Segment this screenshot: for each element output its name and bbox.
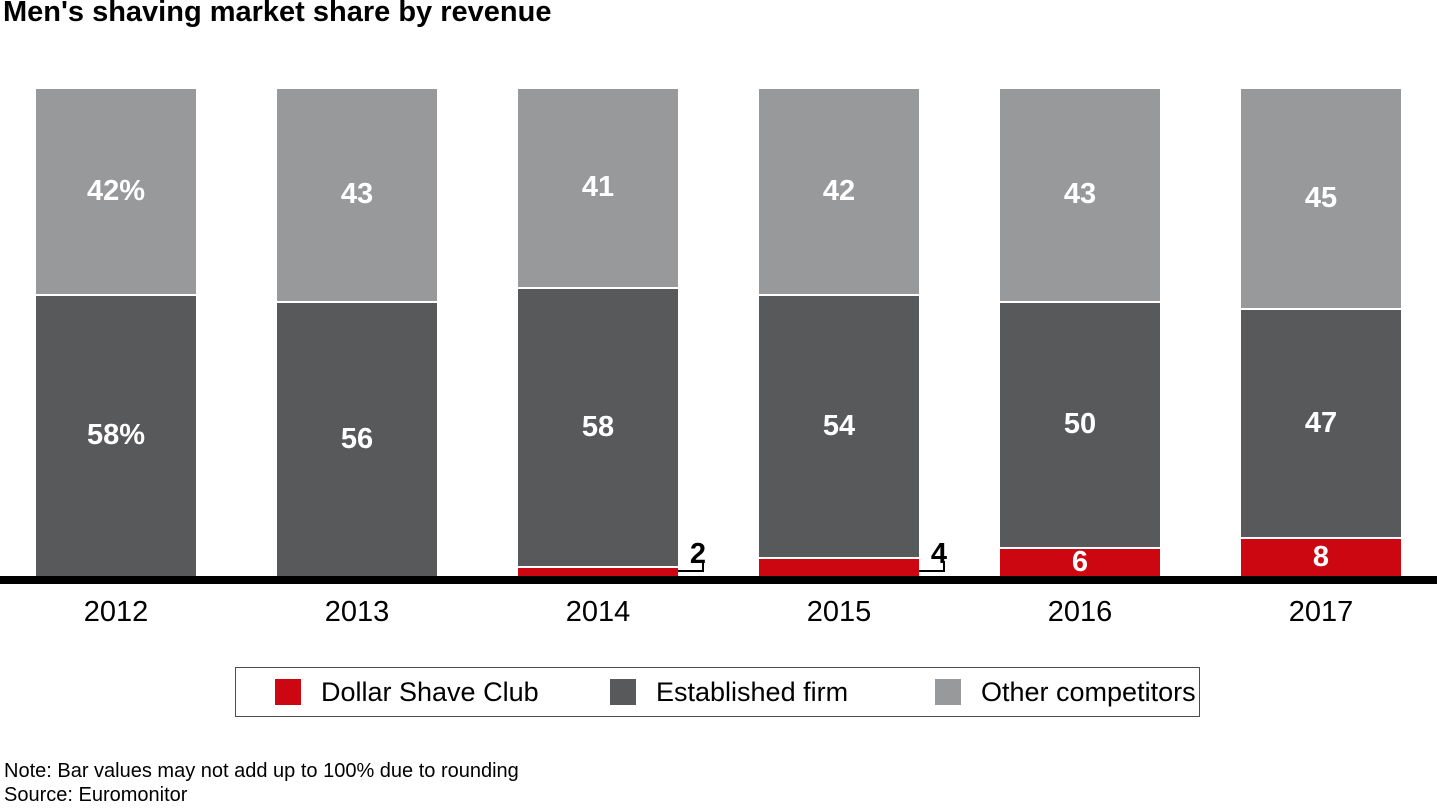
segment-est-2013: 56: [277, 300, 437, 576]
x-axis-label-2014: 2014: [565, 596, 631, 628]
bar-2013: 43 56: [277, 89, 437, 576]
segment-other-2014: 41: [518, 89, 678, 287]
legend: Dollar Shave Club Established firm Other c…: [235, 667, 1200, 717]
bar-2012: 42% 58%: [36, 89, 196, 576]
segment-est-2012: 58%: [36, 293, 196, 576]
source-text: Source: Euromonitor: [4, 784, 188, 806]
legend-item-est: Established firm: [610, 668, 848, 716]
bar-2016: 43 50 6: [1000, 89, 1160, 576]
callout-leader-line-2014: [662, 570, 704, 572]
segment-dsc-2014: [518, 566, 678, 576]
x-axis-label-2013: 2013: [324, 596, 390, 628]
x-axis-labels: 2012 2013 2014 2015 2016 2017: [0, 597, 1440, 637]
legend-label-other: Other competitors: [981, 676, 1196, 707]
segment-other-2012: 42%: [36, 89, 196, 294]
chart-title: Men's shaving market share by revenue: [3, 0, 552, 28]
legend-label-dsc: Dollar Shave Club: [321, 676, 539, 707]
segment-dsc-2016: 6: [1000, 546, 1160, 576]
segment-other-2015: 42: [759, 89, 919, 294]
legend-item-dsc: Dollar Shave Club: [275, 668, 539, 716]
footnotes: Note: Bar values may not add up to 100% …: [4, 759, 519, 807]
legend-swatch-other: [935, 679, 961, 705]
bar-2017: 45 47 8: [1241, 89, 1401, 577]
segment-est-2015: 54: [759, 293, 919, 557]
callout-leader-riser-2015: [943, 561, 945, 572]
legend-item-other: Other competitors: [935, 668, 1196, 716]
legend-swatch-est: [610, 679, 636, 705]
segment-other-2013: 43: [277, 89, 437, 301]
x-axis-label-2015: 2015: [806, 596, 872, 628]
segment-dsc-2017: 8: [1241, 537, 1401, 577]
callout-value-label-2014: 2: [689, 538, 706, 570]
x-axis-label-2016: 2016: [1047, 596, 1113, 628]
segment-est-2017: 47: [1241, 308, 1401, 538]
x-axis-line: [0, 576, 1437, 584]
x-axis-label-2012: 2012: [83, 596, 149, 628]
bar-2015: 42 54: [759, 89, 919, 576]
callout-value-label-2015: 4: [930, 538, 947, 570]
stacked-bar-chart: 42% 58% 43 56 2 41 58 4 42 54 43 50 6 45 47 8: [0, 89, 1440, 589]
segment-dsc-2015: [759, 556, 919, 576]
segment-other-2016: 43: [1000, 89, 1160, 301]
bar-2014: 41 58: [518, 89, 678, 576]
legend-label-est: Established firm: [656, 676, 849, 707]
segment-est-2016: 50: [1000, 300, 1160, 547]
callout-leader-line-2015: [903, 570, 945, 572]
segment-other-2017: 45: [1241, 89, 1401, 309]
x-axis-label-2017: 2017: [1288, 596, 1354, 628]
note-text: Note: Bar values may not add up to 100% …: [4, 760, 519, 782]
segment-est-2014: 58: [518, 286, 678, 567]
callout-leader-riser-2014: [702, 561, 704, 572]
legend-swatch-dsc: [275, 679, 301, 705]
